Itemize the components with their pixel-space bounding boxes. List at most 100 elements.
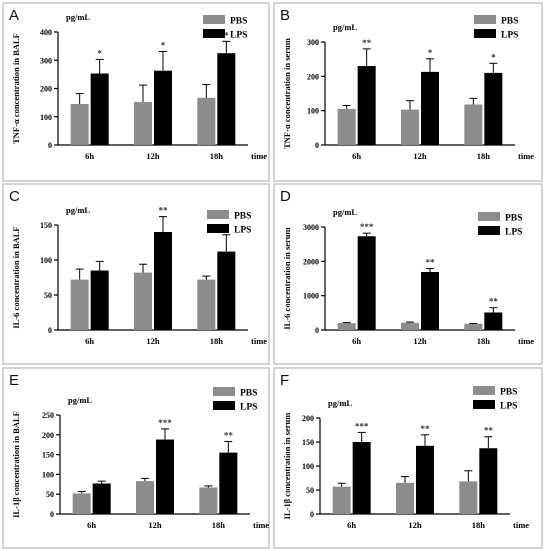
panel-e-legend-swatch-lps (213, 401, 235, 410)
panel-f-significance: *** (355, 421, 369, 431)
panel-c-bar-pbs (70, 279, 89, 330)
panel-b-y-tick-label: 200 (307, 72, 319, 81)
panel-f-category-label: 18h (472, 520, 486, 530)
panel-e-significance: *** (158, 418, 172, 428)
panel-d-letter: D (280, 188, 291, 205)
panel-f-significance: ** (484, 426, 494, 436)
panel-e-y-tick-label: 50 (46, 490, 54, 499)
panel-a-significance: * (224, 30, 229, 40)
panel-d-legend-label-pbs: PBS (505, 214, 522, 224)
panel-c-category-label: 6h (85, 336, 94, 346)
panel-b-bar-pbs (337, 108, 356, 145)
panel-a-bar-pbs (134, 102, 152, 145)
panel-b-legend-label-lps: LPS (501, 31, 518, 41)
panel-d-y-tick-label: 0 (315, 326, 319, 335)
panel-f-significance: ** (421, 424, 431, 434)
panel-c-legend-label-lps: LPS (234, 226, 251, 236)
panel-e-category-label: 18h (212, 520, 226, 530)
panel-d-bar-lps (484, 312, 503, 330)
panel-c-bar-lps (217, 251, 236, 330)
panel-c-y-tick-label: 100 (40, 256, 52, 265)
panel-e-category-label: 12h (148, 520, 162, 530)
panel-f-bar-lps (352, 442, 371, 514)
panel-a-category-label: 6h (85, 151, 94, 161)
panel-f-y-axis-title: IL-1β concentration in serum (282, 413, 292, 520)
panel-e-x-unit: time (253, 520, 269, 530)
panel-d-significance: ** (489, 297, 499, 307)
panel-d-bar-lps (421, 271, 439, 330)
panel-b-bar-lps (357, 66, 376, 145)
panel-b-y-tick-label: 100 (307, 107, 319, 116)
panel-d-category-label: 18h (477, 336, 491, 346)
panel-b-y-tick-label: 300 (307, 38, 319, 47)
panel-a-y-tick-label: 0 (48, 141, 52, 150)
panel-e-y-axis-title: IL-1β concentration in BALF (11, 411, 21, 518)
panel-b-category-label: 18h (477, 151, 491, 161)
panel-e-y-tick-label: 250 (42, 411, 54, 420)
panel-f-frame (273, 367, 543, 549)
panel-e-legend-label-pbs: PBS (240, 389, 257, 399)
panel-e-bar-lps (219, 452, 238, 514)
panel-a-bar-lps (217, 53, 236, 145)
panel-c-significance: ** (159, 206, 169, 216)
panel-b-significance: ** (362, 38, 372, 48)
panel-f-bar-pbs (332, 486, 351, 514)
panel-c-bar-pbs (134, 272, 152, 330)
panel-d-y-tick-label: 3000 (303, 223, 319, 232)
panel-c-y-tick-label: 0 (48, 326, 52, 335)
panel-c-legend-swatch-pbs (207, 210, 229, 219)
panel-f: F 0 50 100 150 200 *** 6h ** 12h ** 18h time pg/mL IL-… (273, 367, 543, 549)
panel-b-significance: * (491, 52, 496, 62)
panel-f-letter: F (280, 372, 289, 389)
panel-c-legend-label-pbs: PBS (234, 212, 251, 222)
panel-e-bar-lps (156, 439, 174, 514)
panel-a-significance: * (97, 48, 102, 58)
panel-b-bar-lps (484, 72, 503, 145)
panel-e-legend-swatch-pbs (213, 387, 235, 396)
panel-a: A 0 100 200 300 400 * 6h * 12h * 18h time pg/mL TNF-α … (2, 2, 270, 182)
panel-b-significance: * (428, 48, 433, 58)
panel-a-y-tick-label: 400 (40, 28, 52, 37)
panel-e-frame (2, 367, 270, 549)
panel-c-unit-label: pg/mL (66, 205, 90, 215)
panel-d-y-tick-label: 2000 (303, 257, 319, 266)
panel-e-legend-label-lps: LPS (240, 403, 257, 413)
panel-c-letter: C (9, 188, 20, 205)
panel-e-bar-pbs (136, 481, 154, 514)
panel-f-y-tick-label: 100 (302, 462, 314, 471)
panel-a-bar-lps (90, 73, 109, 145)
panel-f-legend-label-lps: LPS (500, 402, 517, 412)
panel-e-y-tick-label: 200 (42, 431, 54, 440)
panel-a-legend-swatch-pbs (203, 15, 225, 24)
panel-e-y-tick-label: 0 (50, 510, 54, 519)
panel-f-category-label: 12h (408, 520, 422, 530)
panel-b-category-label: 6h (352, 151, 361, 161)
panel-d-legend-swatch-pbs (478, 212, 500, 221)
panel-a-legend-label-pbs: PBS (230, 17, 247, 27)
panel-e-bar-lps (92, 483, 111, 514)
panel-a-y-axis-title: TNF-α concentration in BALF (11, 33, 21, 144)
panel-b-frame (273, 2, 543, 182)
panel-f-x-unit: time (513, 520, 529, 530)
panel-a-bar-pbs (197, 97, 216, 145)
panel-c-bar-pbs (197, 279, 216, 330)
panel-a-legend-label-lps: LPS (230, 31, 247, 41)
panel-d-legend-swatch-lps (478, 226, 500, 235)
panel-d: D 0 1000 2000 3000 *** 6h ** 12h ** 18h time pg/mL IL… (273, 183, 543, 365)
panel-f-bar-lps (479, 448, 498, 514)
panel-e: E 0 50 100 150 200 250 6h *** 12h ** 18h time pg/mL IL… (2, 367, 270, 549)
panel-f-category-label: 6h (347, 520, 356, 530)
panel-e-unit-label: pg/mL (68, 395, 92, 405)
panel-c-y-tick-label: 50 (44, 291, 52, 300)
panel-f-y-tick-label: 200 (302, 414, 314, 423)
panel-e-bar-pbs (72, 493, 91, 514)
panel-f-unit-label: pg/mL (328, 398, 352, 408)
panel-c-y-tick-label: 150 (40, 221, 52, 230)
panel-c-category-label: 12h (146, 336, 160, 346)
panel-a-y-tick-label: 200 (40, 85, 52, 94)
panel-d-y-axis-title: IL-6 concentration in serum (282, 227, 292, 329)
panel-b-category-label: 12h (413, 151, 427, 161)
panel-a-y-tick-label: 100 (40, 113, 52, 122)
